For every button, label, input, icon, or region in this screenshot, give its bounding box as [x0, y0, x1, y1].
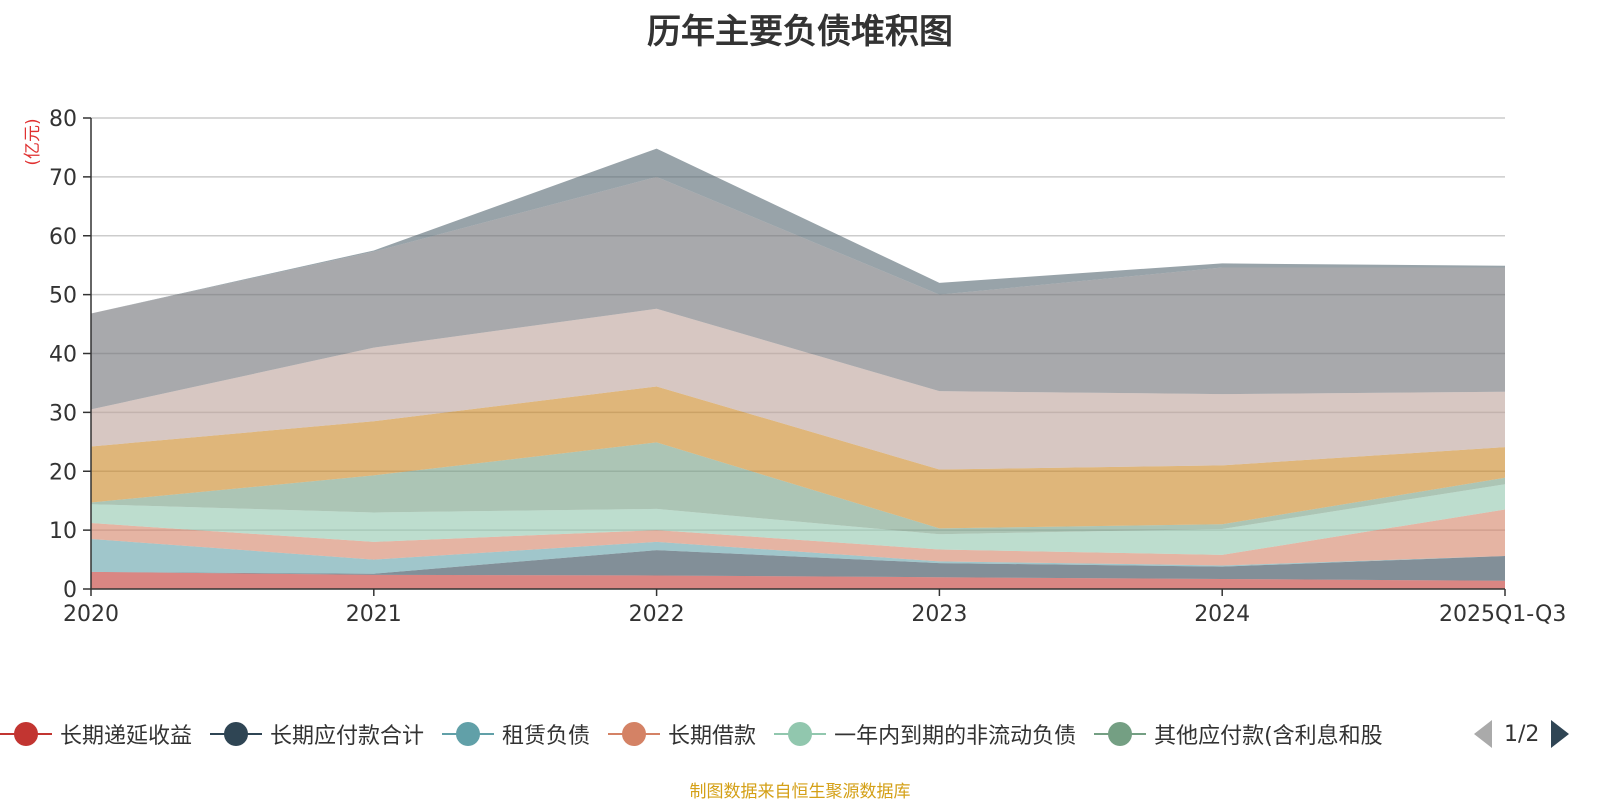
legend-label: 长期应付款合计 — [270, 724, 425, 749]
y-tick-label: 50 — [49, 284, 77, 309]
y-tick-label: 0 — [63, 578, 77, 603]
legend-item-3[interactable]: 租赁负债 — [442, 714, 590, 754]
x-tick-label: 2022 — [629, 602, 685, 627]
legend-marker-icon — [0, 719, 52, 749]
legend-prev-page-icon[interactable] — [1474, 720, 1492, 748]
legend-marker-icon — [210, 719, 263, 749]
legend-item-2[interactable]: 长期应付款合计 — [210, 714, 424, 754]
legend-marker-icon — [774, 719, 827, 749]
area-series-3[interactable] — [91, 538, 1505, 574]
legend-pager: 1/2 — [1470, 714, 1600, 754]
y-tick-label: 10 — [49, 519, 77, 544]
y-tick-label: 60 — [49, 225, 77, 250]
y-tick-label: 80 — [49, 107, 77, 132]
legend-page-indicator: 1/2 — [1504, 721, 1540, 747]
legend-marker-icon — [608, 719, 661, 749]
area-series-4[interactable] — [91, 509, 1505, 566]
legend: 长期递延收益 长期应付款合计 租赁负债 长期借款 一年内到期的非流动负债 其他应付款(含利… — [0, 714, 1600, 754]
y-tick-label: 70 — [49, 166, 77, 191]
x-tick-label: 2021 — [346, 602, 402, 627]
stacked-area-chart: 0 10 20 30 40 50 60 70 80 2020 2021 2022 2023 2024 202… — [23, 107, 1566, 627]
chart-title: 历年主要负债堆积图 — [647, 12, 953, 52]
area-series-2[interactable] — [91, 550, 1505, 581]
area-series-7[interactable] — [91, 386, 1505, 529]
area-series-9[interactable] — [91, 176, 1505, 410]
area-series-10[interactable] — [91, 148, 1505, 314]
area-series-1[interactable] — [91, 571, 1505, 589]
legend-marker-icon — [1094, 719, 1147, 749]
y-tick-label: 20 — [49, 460, 77, 485]
area-series-6[interactable] — [91, 442, 1505, 535]
area-series-8[interactable] — [91, 308, 1505, 470]
area-series-layer — [91, 148, 1505, 589]
area-series-5[interactable] — [91, 484, 1505, 555]
legend-item-4[interactable]: 长期借款 — [608, 714, 756, 754]
legend-item-1[interactable]: 长期递延收益 — [0, 714, 192, 754]
legend-label: 其他应付款(含利息和股 — [1154, 724, 1383, 749]
legend-label: 长期借款 — [668, 724, 757, 749]
legend-label: 租赁负债 — [502, 724, 591, 749]
legend-label: 长期递延收益 — [60, 724, 193, 749]
legend-label: 一年内到期的非流动负债 — [834, 724, 1077, 749]
axes: 0 10 20 30 40 50 60 70 80 2020 2021 2022 2023 2024 202… — [49, 107, 1566, 627]
x-tick-label: 2023 — [911, 602, 967, 627]
legend-item-6[interactable]: 其他应付款(含利息和股 — [1094, 714, 1383, 754]
legend-item-5[interactable]: 一年内到期的非流动负债 — [774, 714, 1076, 754]
x-tick-label: 2025Q1-Q3 — [1439, 602, 1566, 627]
x-tick-label: 2024 — [1194, 602, 1250, 627]
data-source-note: 制图数据来自恒生聚源数据库 — [689, 782, 911, 802]
legend-next-page-icon[interactable] — [1551, 720, 1570, 748]
y-tick-label: 40 — [49, 343, 77, 368]
legend-marker-icon — [442, 719, 495, 749]
y-tick-label: 30 — [49, 401, 77, 426]
x-tick-label: 2020 — [63, 602, 119, 627]
y-axis-unit-label: (亿元) — [23, 118, 43, 165]
